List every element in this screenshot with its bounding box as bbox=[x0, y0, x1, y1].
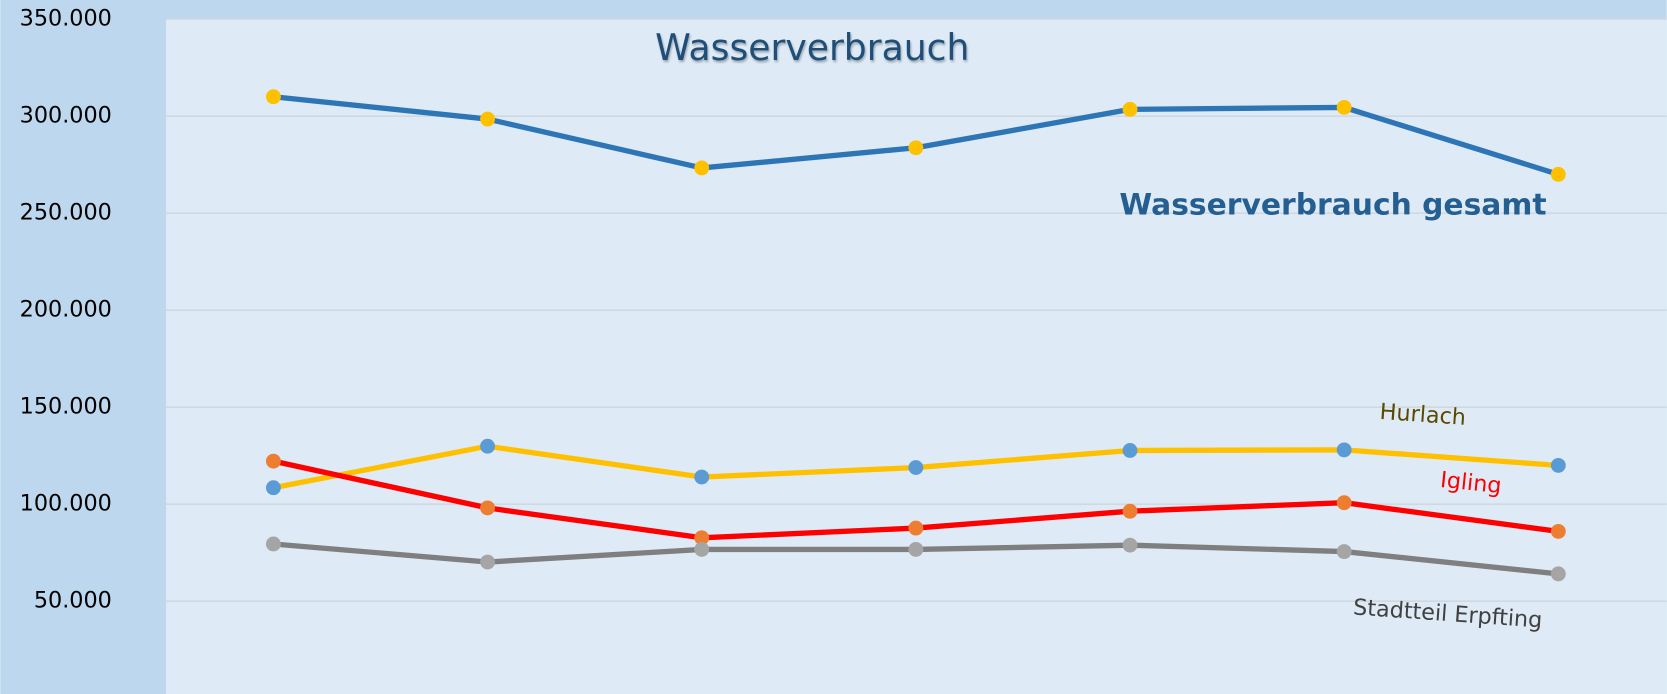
data-point bbox=[1336, 442, 1352, 458]
data-point bbox=[265, 536, 281, 552]
data-point bbox=[1122, 101, 1138, 117]
data-point bbox=[265, 453, 281, 469]
data-point bbox=[908, 460, 924, 475]
data-point bbox=[1336, 99, 1352, 115]
data-point bbox=[694, 530, 710, 546]
data-point bbox=[480, 554, 496, 570]
y-tick-label: 350.000 bbox=[20, 6, 112, 32]
data-point bbox=[1122, 443, 1138, 458]
y-tick-label: 150.000 bbox=[20, 394, 112, 420]
data-point bbox=[1550, 566, 1566, 582]
series-label: Hurlach bbox=[1379, 399, 1467, 431]
data-point bbox=[1336, 495, 1352, 511]
data-point bbox=[480, 500, 496, 516]
y-tick-label: 300.000 bbox=[20, 103, 112, 129]
plot-area bbox=[166, 19, 1667, 694]
data-point bbox=[1122, 503, 1138, 519]
plot: 50.000 100.000 150.000 200.000 250.000 300.00… bbox=[20, 6, 1667, 634]
series-label: Wasserverbrauch gesamt bbox=[1119, 188, 1546, 223]
series-label: Igling bbox=[1439, 467, 1503, 499]
y-tick-label: 250.000 bbox=[20, 200, 112, 226]
data-point bbox=[694, 469, 710, 485]
data-point bbox=[265, 480, 281, 496]
data-point bbox=[1550, 166, 1566, 182]
y-tick-label: 50.000 bbox=[34, 588, 112, 614]
data-point bbox=[908, 140, 924, 156]
data-point bbox=[1122, 537, 1138, 553]
data-point bbox=[908, 520, 924, 536]
data-point bbox=[1550, 457, 1566, 473]
y-tick-label: 100.000 bbox=[20, 491, 112, 517]
data-point bbox=[1336, 544, 1352, 560]
data-point bbox=[908, 541, 924, 557]
data-point bbox=[265, 89, 281, 105]
data-point bbox=[480, 111, 496, 127]
y-tick-label: 200.000 bbox=[20, 297, 112, 323]
data-point bbox=[694, 160, 710, 176]
data-point bbox=[480, 438, 496, 454]
data-point bbox=[1550, 523, 1566, 539]
data-point bbox=[694, 541, 710, 557]
chart-title: Wasserverbrauch bbox=[655, 26, 969, 69]
